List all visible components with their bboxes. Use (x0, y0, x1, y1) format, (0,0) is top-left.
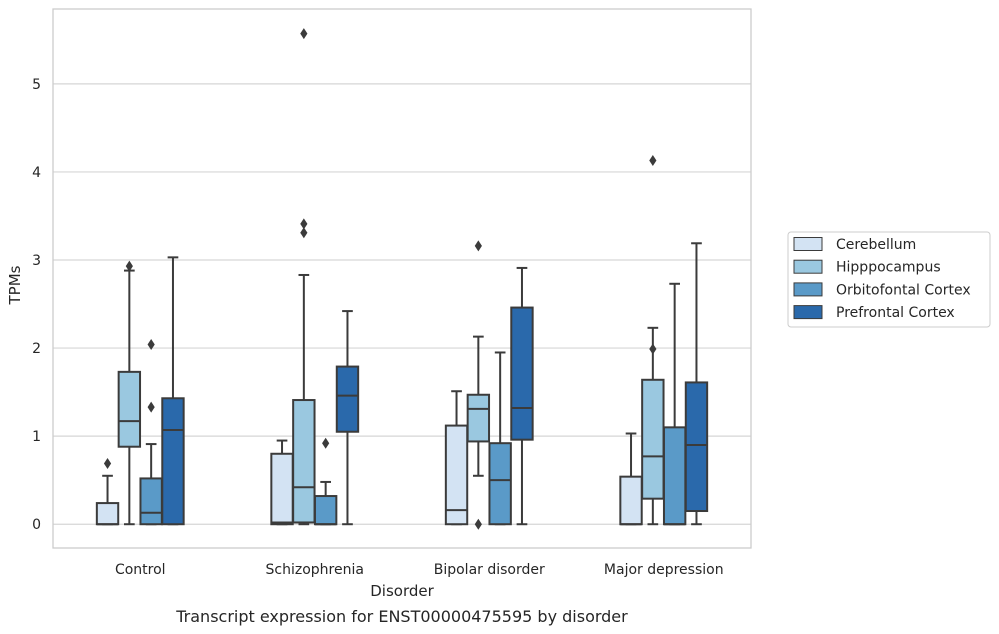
box-plot (488, 351, 512, 526)
box-plot (117, 260, 142, 526)
outlier-point (649, 154, 657, 166)
box (488, 442, 512, 526)
y-tick-label: 1 (32, 429, 41, 445)
x-tick-label: Major depression (604, 562, 724, 578)
outlier-point (474, 240, 482, 252)
box (292, 399, 316, 524)
legend-label: Orbitofontal Cortex (836, 282, 971, 298)
box-series (95, 28, 709, 530)
outlier-point (300, 28, 308, 40)
outlier-point (103, 457, 112, 469)
legend-label: Hipppocampus (836, 260, 941, 276)
legend: Cerebellum Hipppocampus Orbitofontal Corte… (787, 231, 991, 328)
x-tick-label: Control (115, 562, 166, 578)
legend-swatch (793, 305, 823, 320)
box (270, 452, 294, 526)
outlier-point (300, 227, 308, 239)
plot-frame (52, 8, 752, 549)
legend-frame (787, 231, 991, 328)
outlier-point (300, 218, 308, 230)
box (335, 365, 360, 433)
box (444, 424, 469, 526)
legend-swatch (793, 237, 823, 251)
box-plot (641, 154, 665, 526)
box (662, 426, 687, 526)
legend-swatch (793, 259, 823, 274)
y-tick-label: 0 (32, 517, 41, 533)
box (619, 475, 643, 526)
outlier-point (649, 343, 657, 355)
box (641, 378, 665, 500)
outlier-point (322, 437, 330, 449)
box (510, 306, 534, 441)
y-tick-label: 2 (32, 341, 41, 357)
box (466, 393, 491, 443)
chart-caption: Transcript expression for ENST0000047559… (175, 607, 628, 626)
x-tick-label: Schizophrenia (266, 562, 364, 578)
x-axis-title: Disorder (370, 582, 434, 600)
box-plot (270, 439, 294, 526)
box-plot (466, 240, 491, 530)
box-plot (684, 242, 709, 526)
legend-label: Cerebellum (836, 237, 916, 253)
legend-label: Prefrontal Cortex (836, 305, 955, 321)
x-axis-ticks: Control Schizophrenia Bipolar disorder Majo… (115, 562, 724, 578)
outlier-point (474, 518, 482, 530)
box (95, 502, 120, 526)
box-plot (139, 339, 163, 526)
box-plot (95, 457, 120, 526)
y-tick-label: 4 (32, 165, 41, 181)
box-plot (619, 432, 643, 526)
box (313, 495, 338, 526)
box-plot (292, 28, 316, 526)
legend-swatch (793, 282, 823, 297)
box-plot (510, 266, 534, 526)
box-plot (161, 256, 185, 526)
box-plot (313, 437, 338, 526)
box (161, 397, 185, 526)
x-tick-label: Bipolar disorder (434, 562, 545, 578)
box-plot (335, 310, 360, 526)
outlier-point (125, 260, 133, 272)
box (117, 370, 142, 448)
y-tick-label: 5 (32, 77, 41, 93)
box-plot (662, 282, 687, 526)
y-axis-ticks: 0 1 2 3 4 5 (32, 77, 41, 533)
y-tick-label: 3 (32, 253, 41, 269)
outlier-point (147, 339, 155, 351)
outlier-point (147, 401, 155, 413)
box-plot (444, 390, 469, 526)
y-axis-title: TPMs (6, 265, 24, 305)
box (139, 477, 163, 526)
box (684, 381, 709, 513)
